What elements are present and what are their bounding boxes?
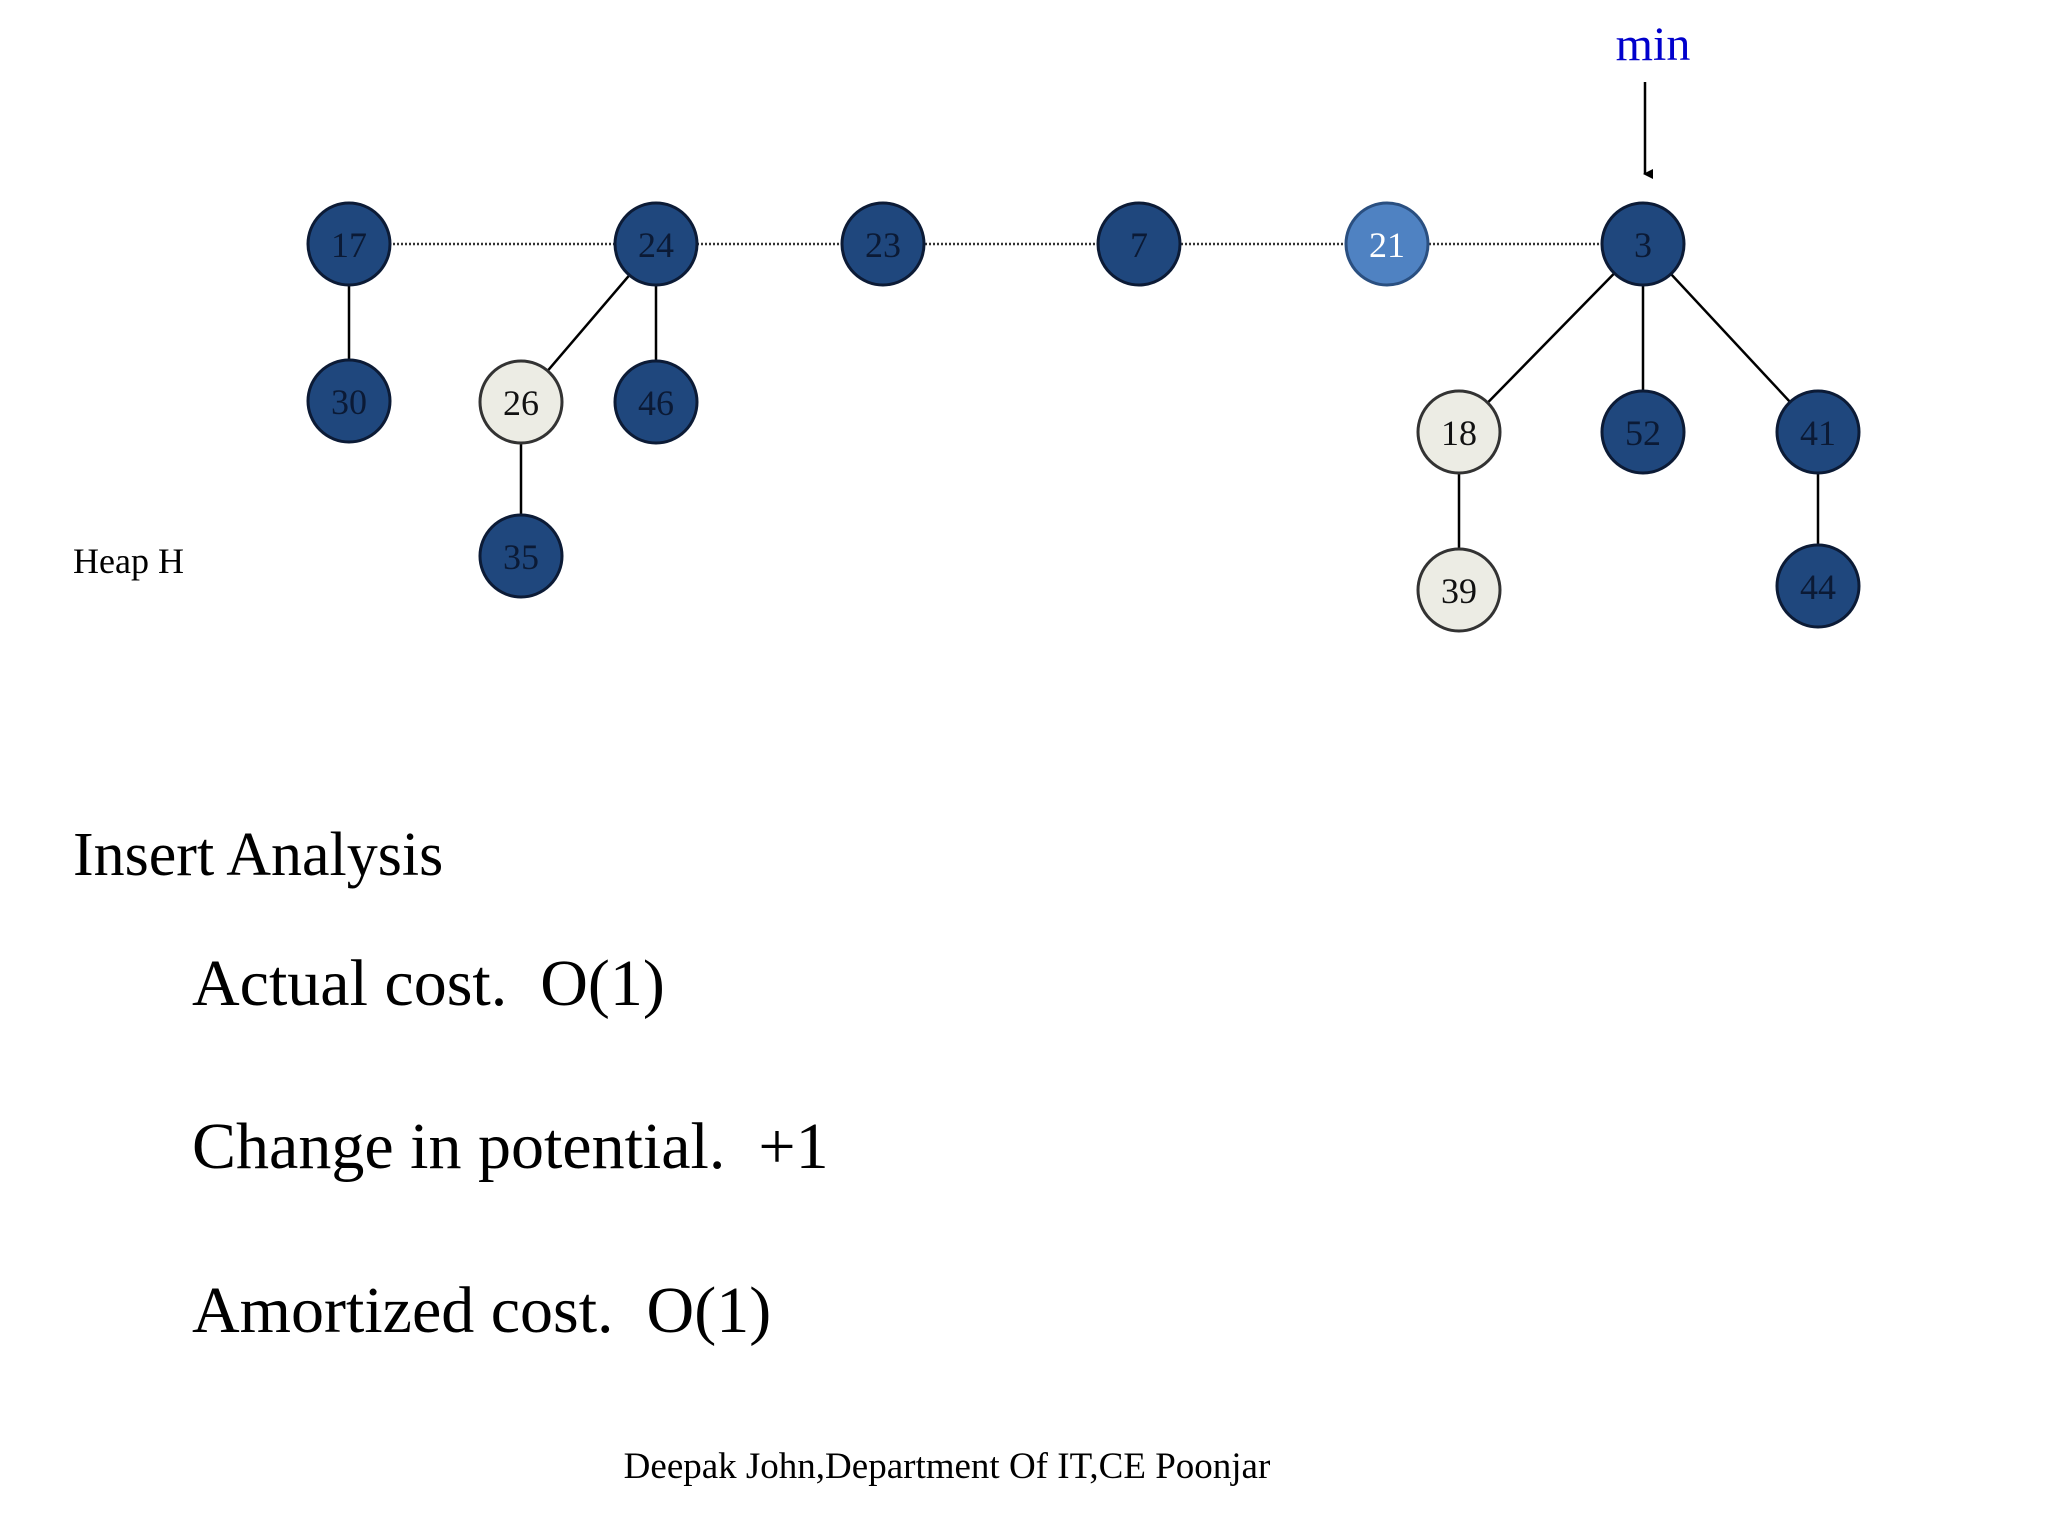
- node-label: 21: [1369, 225, 1405, 265]
- node-label: 41: [1800, 413, 1836, 453]
- node-label: 52: [1625, 413, 1661, 453]
- analysis-line: Amortized cost. O(1): [192, 1274, 771, 1347]
- heap-node: [840, 201, 926, 287]
- node-label: 7: [1130, 225, 1148, 265]
- min-label: min: [1616, 18, 1691, 71]
- node-label: 26: [503, 383, 539, 423]
- heap-node: [478, 359, 564, 445]
- title: Insert Analysis: [73, 821, 443, 889]
- heap-node: [306, 201, 392, 287]
- node-label: 44: [1800, 567, 1836, 607]
- heap-node: [613, 359, 699, 445]
- node-label: 46: [638, 383, 674, 423]
- node-label: 3: [1634, 225, 1652, 265]
- heap-node: [1775, 543, 1861, 629]
- edge: [1642, 243, 1819, 433]
- heap-node: [1416, 389, 1502, 475]
- heap-node: [1775, 389, 1861, 475]
- heap-node: [306, 358, 392, 444]
- node-label: 18: [1441, 413, 1477, 453]
- node-label: 23: [865, 225, 901, 265]
- heap-node: [1600, 201, 1686, 287]
- heap-node: [1600, 389, 1686, 475]
- nodes: 17 24 23 7 21 3 30 26 46 35 18 52 41 39 44: [306, 201, 1861, 633]
- node-label: 39: [1441, 571, 1477, 611]
- node-label: 24: [638, 225, 674, 265]
- analysis-line: Actual cost. O(1): [192, 947, 665, 1020]
- heap-node: [1416, 547, 1502, 633]
- heap-node: [613, 201, 699, 287]
- node-label: 35: [503, 537, 539, 577]
- node-label: 17: [331, 225, 367, 265]
- analysis-line: Change in potential. +1: [192, 1110, 829, 1183]
- edges: [347, 243, 1820, 590]
- footer: Deepak John,Department Of IT,CE Poonjar: [624, 1446, 1271, 1487]
- node-label: 30: [331, 382, 367, 422]
- heap-node: [478, 513, 564, 599]
- edge: [1458, 243, 1644, 433]
- heap-node: [1344, 201, 1430, 287]
- heap-label: Heap H: [73, 541, 184, 581]
- heap-node: [1096, 201, 1182, 287]
